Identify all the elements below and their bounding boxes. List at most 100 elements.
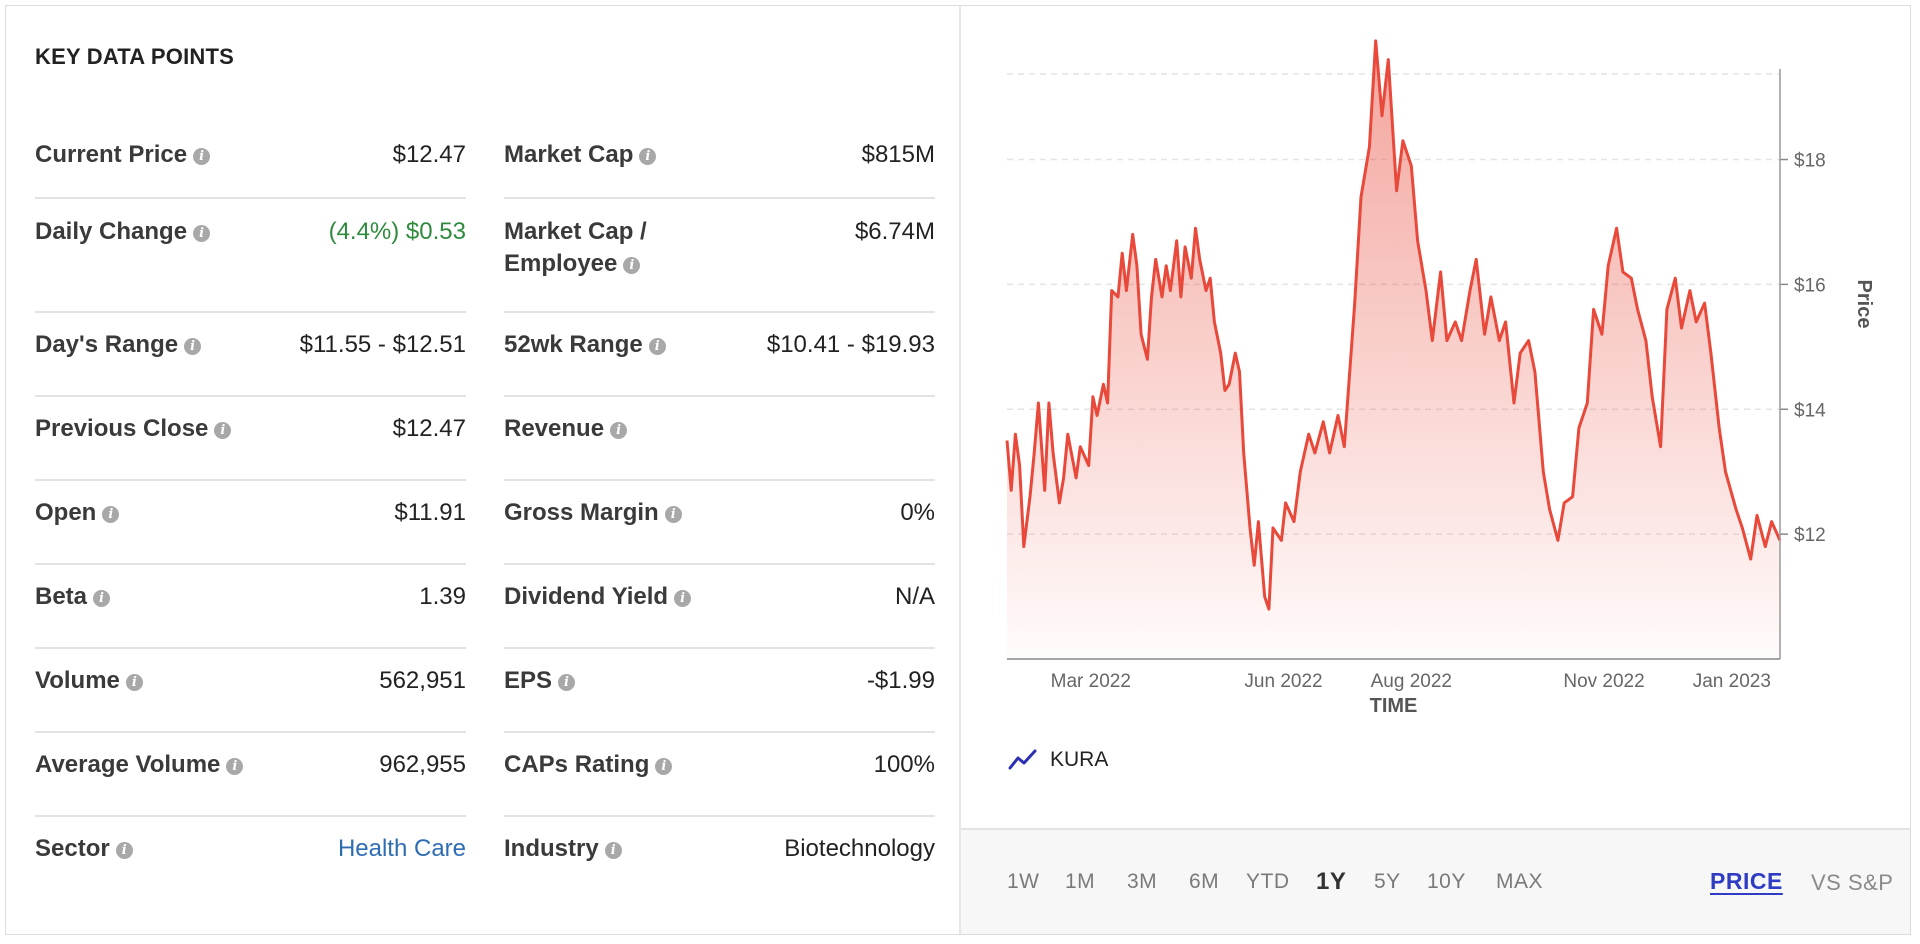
data-label: Open i [35,497,120,529]
data-value: 962,955 [379,751,466,778]
info-icon[interactable]: i [664,506,682,523]
info-icon[interactable]: i [610,422,628,439]
info-icon[interactable]: i [184,338,202,355]
info-icon[interactable]: i [639,148,657,165]
range-button-1y[interactable]: 1Y [1316,868,1347,895]
left-data-row: Current Price i $12.47 [35,123,466,199]
data-label: Daily Change i [35,216,211,248]
left-data-row: Open i $11.91 [35,481,466,565]
x-tick-label: Jun 2022 [1244,671,1322,692]
label-text: Industry [504,835,599,862]
data-label: 52wk Range i [504,329,666,361]
data-value: 562,951 [379,667,466,694]
left-data-row: Sector i Health Care [35,817,466,901]
right-data-row: Industry i Biotechnology [504,817,935,901]
info-icon[interactable]: i [115,842,133,859]
label-line-1: Market Cap / [504,218,647,245]
price-mode-button[interactable]: PRICE [1710,868,1783,894]
x-tick-label: Nov 2022 [1563,671,1644,692]
info-icon[interactable]: i [102,506,120,523]
data-value: -$1.99 [866,667,935,694]
label-text: Current Price [35,141,188,168]
y-tick-label: $14 [1794,400,1826,421]
left-data-row: Volume i 562,951 [35,649,466,733]
label-text: Average Volume [35,751,221,778]
data-value: $11.55 - $12.51 [299,331,466,358]
data-label: Dividend Yield i [504,581,692,613]
info-icon[interactable]: i [226,758,244,775]
right-data-row: Market Cap i $815M [504,123,935,199]
data-label: Industry i [504,833,622,865]
range-button-5y[interactable]: 5Y [1374,870,1401,893]
range-button-10y[interactable]: 10Y [1427,870,1466,893]
y-tick-label: $18 [1794,151,1826,172]
data-label: EPS i [504,665,576,697]
legend-label: KURA [1050,748,1109,771]
label-text: CAPs Rating [504,751,650,778]
range-button-3m[interactable]: 3M [1127,870,1158,893]
data-value: $12.47 [392,415,466,442]
right-data-row: 52wk Range i $10.41 - $19.93 [504,313,935,397]
range-button-1w[interactable]: 1W [1007,870,1040,893]
y-tick-label: $16 [1794,275,1826,296]
info-icon[interactable]: i [604,842,622,859]
label-text: Daily Change [35,218,188,245]
info-icon[interactable]: i [214,422,232,439]
data-label: Average Volume i [35,749,244,781]
right-data-row: Dividend Yield i N/A [504,565,935,649]
label-line-2: Employee [504,250,618,277]
data-label: Day's Range i [35,329,202,361]
series-area-kura [1007,40,1780,659]
right-data-row: EPS i -$1.99 [504,649,935,733]
info-icon[interactable]: i [193,225,211,242]
right-data-row: Market Cap / Employee i $6.74M [504,199,935,313]
vs-sp-mode-button[interactable]: VS S&P [1811,870,1894,895]
y-axis-title: Price [1853,280,1875,329]
range-button-ytd[interactable]: YTD [1246,870,1290,893]
range-button-1m[interactable]: 1M [1065,870,1096,893]
range-button-6m[interactable]: 6M [1189,870,1220,893]
data-label: Current Price i [35,139,211,171]
data-value: $12.47 [392,141,466,168]
info-icon[interactable]: i [674,590,692,607]
data-value: 0% [900,499,935,526]
x-axis-title: TIME [1370,695,1418,717]
data-value: 1.39 [419,583,466,610]
label-text: Previous Close [35,415,209,442]
data-value: 100% [873,751,935,778]
data-value: N/A [894,583,935,610]
info-icon[interactable]: i [655,758,673,775]
data-value: Biotechnology [784,835,935,862]
right-data-row: CAPs Rating i 100% [504,733,935,817]
panel-title: KEY DATA POINTS [35,44,234,69]
sector-link[interactable]: Health Care [337,835,466,862]
label-text: 52wk Range [504,331,643,358]
x-tick-label: Jan 2023 [1693,671,1771,692]
label-text: Beta [35,583,88,610]
series-line-kura[interactable] [1005,39,1782,611]
data-label: Market Cap / Employee i [504,216,647,280]
info-icon[interactable]: i [125,674,143,691]
label-text: Gross Margin [504,499,659,526]
left-data-row: Day's Range i $11.55 - $12.51 [35,313,466,397]
info-icon[interactable]: i [623,257,641,274]
info-icon[interactable]: i [648,338,666,355]
label-text: EPS [504,667,553,694]
range-button-max[interactable]: MAX [1496,870,1544,893]
label-text: Volume [35,667,120,694]
label-text: Open [35,499,97,526]
chart-panel: $12 $14 $16 $18 Mar 2022 Jun 2022 Aug 2022 Nov … [961,6,1910,934]
line-chart-icon [1008,749,1037,770]
info-icon[interactable]: i [93,590,111,607]
data-value: $815M [861,141,935,168]
label-text: Revenue [504,415,605,442]
x-tick-label: Mar 2022 [1051,671,1131,692]
data-label: Gross Margin i [504,497,682,529]
data-label: Volume i [35,665,143,697]
label-text: Day's Range [35,331,179,358]
info-icon[interactable]: i [193,148,211,165]
panel-divider [959,6,961,934]
info-icon[interactable]: i [558,674,576,691]
price-chart[interactable]: $12 $14 $16 $18 Mar 2022 Jun 2022 Aug 2022 Nov … [961,6,1910,826]
x-tick-label: Aug 2022 [1371,671,1452,692]
